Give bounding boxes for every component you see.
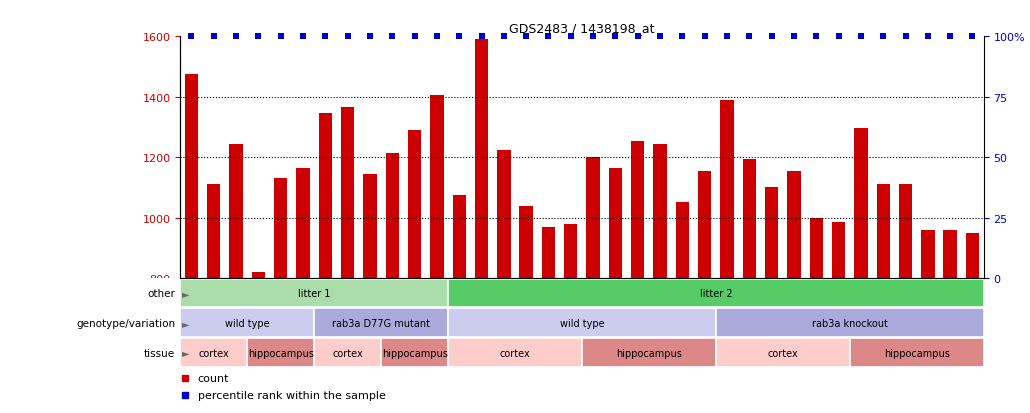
Bar [274, 179, 287, 278]
Bar [564, 224, 578, 278]
FancyBboxPatch shape [716, 338, 850, 367]
Bar [810, 218, 823, 278]
Bar [877, 185, 890, 278]
Text: cortex: cortex [500, 348, 530, 358]
Text: rab3a D77G mutant: rab3a D77G mutant [332, 318, 431, 328]
Bar [519, 206, 533, 278]
Bar [609, 169, 622, 278]
Bar [653, 144, 666, 278]
Bar [184, 75, 198, 278]
Bar [297, 169, 310, 278]
Bar [854, 129, 867, 278]
FancyBboxPatch shape [180, 338, 247, 367]
Bar [743, 159, 756, 278]
Bar [787, 171, 800, 278]
Bar [230, 144, 243, 278]
Bar [765, 188, 779, 278]
Bar [720, 100, 733, 278]
FancyBboxPatch shape [314, 309, 448, 337]
Bar [899, 185, 913, 278]
Text: litter 1: litter 1 [298, 288, 331, 298]
Text: wild type: wild type [559, 318, 605, 328]
Bar [586, 158, 599, 278]
Text: wild type: wild type [225, 318, 270, 328]
Text: other: other [147, 288, 175, 298]
Bar [207, 185, 220, 278]
Text: hippocampus: hippocampus [382, 348, 447, 358]
Text: tissue: tissue [144, 348, 175, 358]
Text: ►: ► [182, 288, 190, 298]
Bar [385, 153, 399, 278]
FancyBboxPatch shape [448, 309, 716, 337]
FancyBboxPatch shape [314, 338, 381, 367]
Bar [542, 227, 555, 278]
FancyBboxPatch shape [180, 309, 314, 337]
Text: hippocampus: hippocampus [248, 348, 313, 358]
Bar [921, 230, 934, 278]
Text: percentile rank within the sample: percentile rank within the sample [198, 390, 385, 401]
Bar [832, 223, 846, 278]
FancyBboxPatch shape [850, 338, 984, 367]
Bar [364, 174, 377, 278]
Bar [341, 108, 354, 278]
Bar [966, 233, 980, 278]
Text: hippocampus: hippocampus [884, 348, 950, 358]
Bar [497, 150, 511, 278]
Bar [431, 96, 444, 278]
Bar [943, 230, 957, 278]
Text: ►: ► [182, 348, 190, 358]
Text: rab3a knockout: rab3a knockout [812, 318, 888, 328]
FancyBboxPatch shape [448, 338, 582, 367]
Text: genotype/variation: genotype/variation [76, 318, 175, 328]
Text: cortex: cortex [199, 348, 229, 358]
Bar [698, 171, 712, 278]
Bar [452, 195, 466, 278]
FancyBboxPatch shape [180, 279, 448, 308]
FancyBboxPatch shape [381, 338, 448, 367]
Bar [676, 203, 689, 278]
FancyBboxPatch shape [716, 309, 984, 337]
Bar [408, 131, 421, 278]
Title: GDS2483 / 1438198_at: GDS2483 / 1438198_at [509, 21, 655, 35]
Bar [251, 272, 265, 278]
Text: hippocampus: hippocampus [616, 348, 682, 358]
Text: count: count [198, 373, 230, 383]
FancyBboxPatch shape [247, 338, 314, 367]
Bar [631, 141, 645, 278]
Text: cortex: cortex [333, 348, 363, 358]
Text: cortex: cortex [767, 348, 798, 358]
Text: ►: ► [182, 318, 190, 328]
Bar [475, 40, 488, 278]
Text: litter 2: litter 2 [699, 288, 732, 298]
Bar [318, 114, 332, 278]
FancyBboxPatch shape [448, 279, 984, 308]
FancyBboxPatch shape [582, 338, 716, 367]
